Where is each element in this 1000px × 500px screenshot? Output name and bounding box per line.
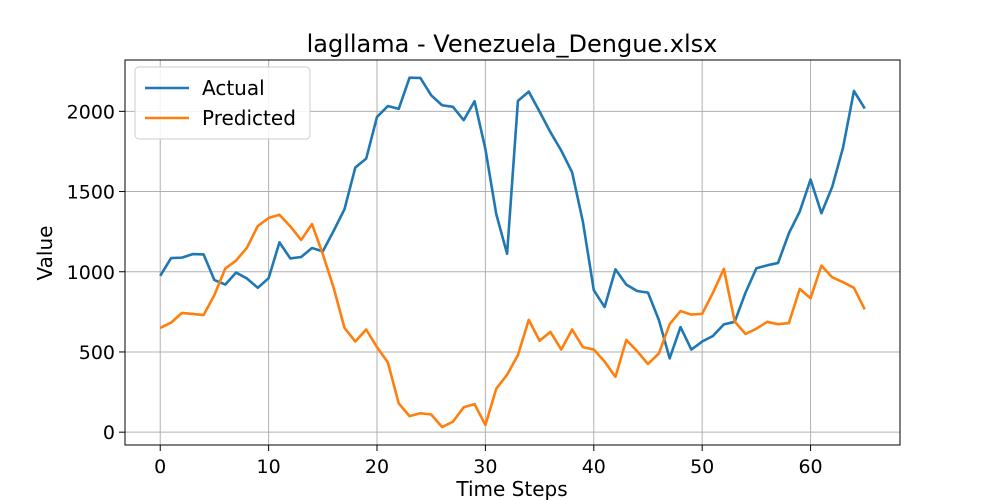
x-tick-label: 60 [798, 456, 822, 478]
plot-frame [124, 59, 901, 446]
series-line-actual [159, 76, 866, 360]
y-axis-title: Value [33, 226, 57, 281]
chart-title: lagllama - Venezuela_Dengue.xlsx [307, 30, 718, 58]
x-axis-title: Time Steps [455, 477, 567, 500]
y-tick-label: 2000 [67, 101, 115, 123]
x-tick-label: 0 [154, 456, 166, 478]
legend: Actual Predicted [134, 66, 311, 140]
x-tick-label: 20 [365, 456, 389, 478]
y-tick-label: 1500 [67, 182, 115, 204]
series-line-predicted [159, 213, 866, 429]
y-tick-label: 0 [103, 422, 115, 444]
x-tick-label: 50 [690, 456, 714, 478]
legend-label-predicted: Predicted [202, 106, 296, 130]
series-layer [159, 76, 866, 429]
axis-ticks: 0 10 20 30 40 50 60 0 500 1000 1500 2000 [67, 101, 823, 478]
legend-box [134, 66, 311, 140]
x-tick-label: 40 [582, 456, 606, 478]
y-tick-label: 1000 [67, 262, 115, 284]
legend-label-actual: Actual [202, 76, 265, 100]
y-tick-label: 500 [79, 342, 115, 364]
x-tick-label: 10 [257, 456, 281, 478]
x-tick-label: 30 [473, 456, 497, 478]
